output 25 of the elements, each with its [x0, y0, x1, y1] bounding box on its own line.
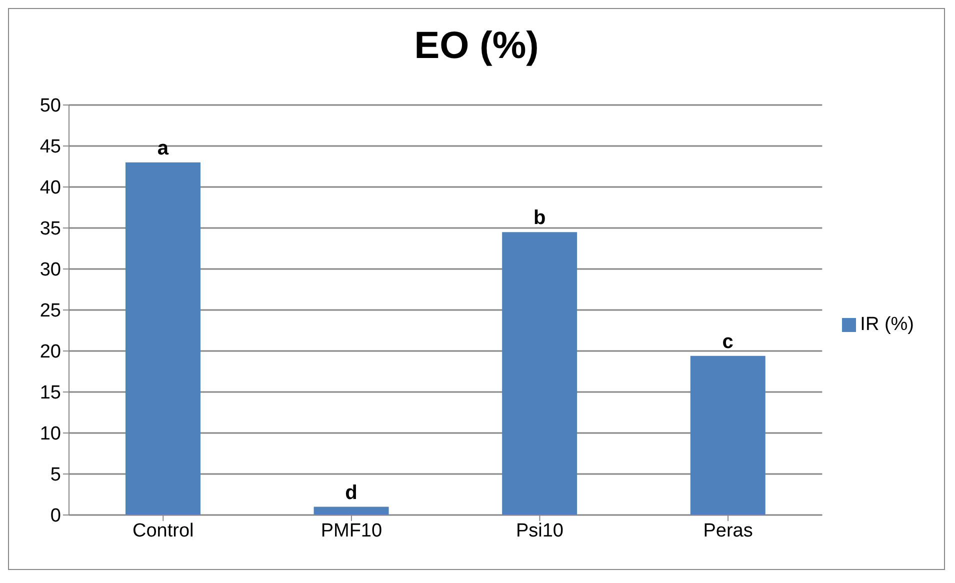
- bar: [314, 506, 389, 515]
- chart-title: EO (%): [413, 25, 540, 69]
- y-tick-label: 25: [40, 300, 61, 322]
- x-tick-label: Psi10: [516, 520, 564, 542]
- bar: [690, 356, 766, 515]
- y-tick-label: 35: [40, 218, 61, 240]
- x-tick-label: PMF10: [320, 520, 382, 542]
- y-tick-label: 45: [40, 136, 61, 158]
- text: b: [533, 207, 546, 230]
- bar: [502, 232, 578, 515]
- y-tick-label: 40: [40, 178, 61, 199]
- y-tick-label: 15: [40, 382, 61, 404]
- x-tick-label: Control: [132, 520, 194, 542]
- y-tick-label: 20: [40, 342, 61, 363]
- y-tick-label: 50: [40, 96, 61, 117]
- y-tick-label: 5: [50, 464, 61, 486]
- y-tick-label: 30: [40, 260, 61, 281]
- bar: [125, 162, 200, 515]
- y-tick-label: 0: [50, 506, 61, 527]
- text: a: [157, 137, 169, 160]
- text: c: [722, 330, 734, 353]
- legend-label: IR (%): [860, 314, 914, 335]
- x-tick-label: Peras: [703, 520, 753, 542]
- text: d: [345, 482, 358, 504]
- y-tick-label: 10: [40, 424, 61, 445]
